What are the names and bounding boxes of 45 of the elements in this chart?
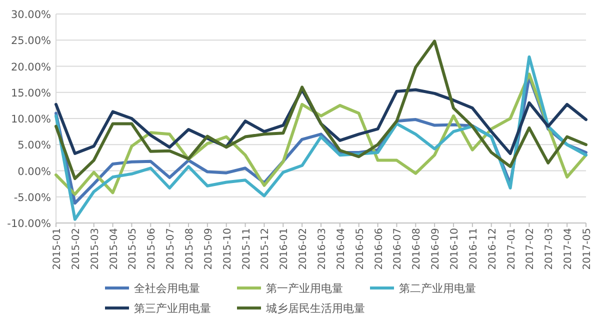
x-tick-label: 2015-07	[166, 228, 177, 270]
line-series	[54, 40, 588, 180]
x-tick-label: 2015-04	[108, 228, 120, 270]
x-tick-label: 2016-10	[450, 228, 460, 270]
x-tick-label: 2016-04	[336, 228, 347, 270]
x-tick-label: 2016-11	[468, 228, 480, 270]
x-tick-label: 2016-05	[354, 228, 366, 270]
x-tick-label: 2016-12	[487, 228, 498, 270]
x-tick-label: 2015-08	[184, 228, 196, 270]
x-tick-label: 2015-03	[90, 228, 101, 270]
x-tick-label: 2017-01	[506, 228, 518, 270]
y-tick-label: 0.00%	[18, 166, 52, 178]
x-tick-label: 2017-05	[582, 228, 593, 270]
x-tick-label: 2015-10	[222, 228, 234, 270]
x-tick-label: 2015-12	[260, 228, 272, 270]
y-tick-label: 25.00%	[10, 35, 52, 48]
legend-label: 全社会用电量	[134, 282, 200, 295]
x-tick-label: 2016-02	[298, 228, 310, 270]
x-tick-label: 2015-09	[203, 228, 214, 270]
x-tick-label: 2015-02	[70, 228, 82, 270]
x-tick-label: 2016-01	[279, 228, 290, 270]
y-tick-label: -5.00%	[14, 192, 52, 204]
y-tick-label: -10.00%	[7, 218, 52, 230]
y-tick-label: 15.00%	[10, 87, 52, 100]
y-tick-label: 5.00%	[18, 140, 52, 152]
legend-label: 城乡居民生活用电量	[265, 302, 365, 315]
x-tick-label: 2015-06	[146, 228, 158, 270]
x-tick-label: 2016-03	[317, 228, 328, 270]
x-tick-label: 2017-03	[544, 228, 556, 270]
x-tick-label: 2016-06	[374, 228, 385, 270]
x-tick-label: 2017-02	[525, 228, 536, 270]
legend-label: 第三产业用电量	[134, 302, 211, 315]
line-series	[54, 55, 588, 221]
legend-label: 第二产业用电量	[399, 282, 476, 295]
x-tick-label: 2016-09	[430, 228, 442, 270]
x-tick-label: 2016-08	[412, 228, 423, 270]
x-tick-label: 2017-04	[563, 228, 574, 270]
y-tick-label: 20.00%	[10, 61, 52, 74]
x-tick-label: 2016-07	[392, 228, 404, 270]
x-tick-label: 2015-01	[52, 228, 63, 270]
x-tick-label: 2015-05	[128, 228, 139, 270]
y-tick-label: 10.00%	[10, 114, 52, 126]
x-tick-label: 2015-11	[241, 228, 252, 270]
legend-label: 第一产业用电量	[266, 282, 343, 295]
y-tick-label: 30.00%	[10, 9, 52, 21]
